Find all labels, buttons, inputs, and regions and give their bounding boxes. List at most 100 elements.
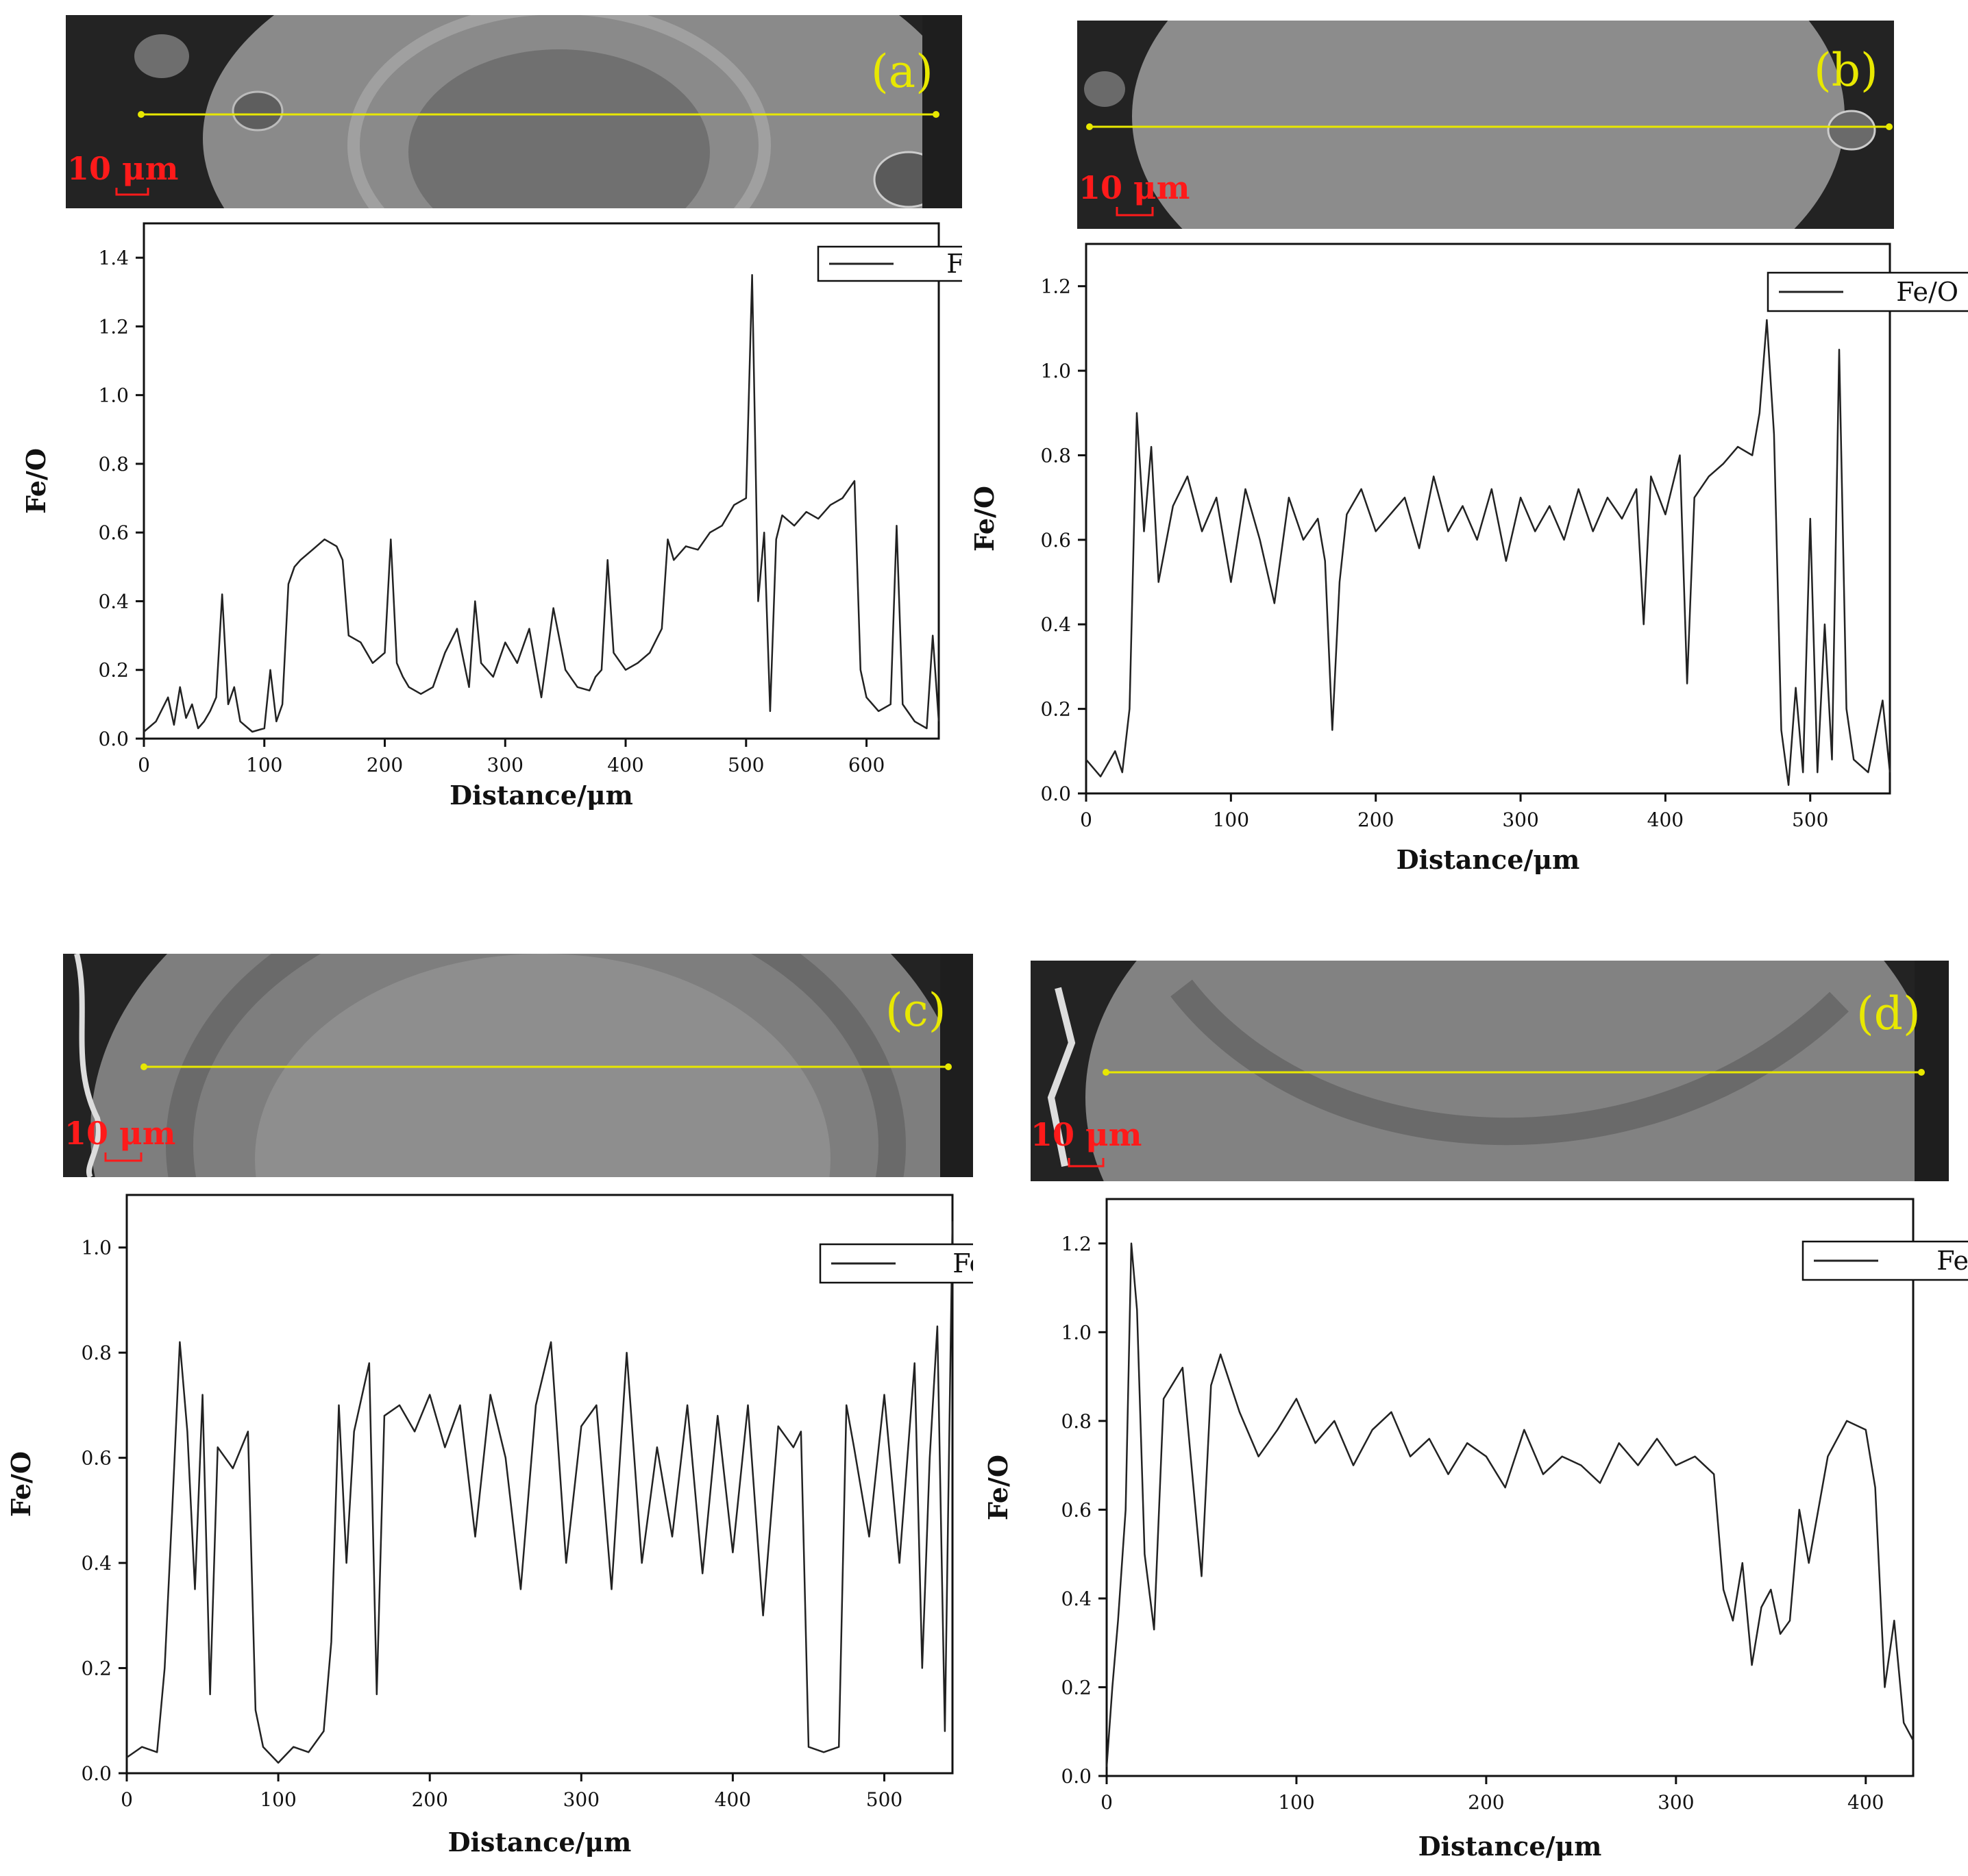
bright-phase — [74, 954, 101, 1177]
y-tick-label: 1.0 — [81, 1237, 112, 1259]
panel-letter-b: (b) — [1814, 44, 1878, 97]
x-tick-label: 0 — [1080, 809, 1092, 831]
x-tick-label: 0 — [1100, 1791, 1113, 1814]
y-axis-label: Fe/O — [5, 1451, 36, 1517]
scan-line-c: 10 μm (c) — [64, 984, 952, 1162]
particle-small — [232, 90, 284, 132]
micrograph-a: 10 μm (a) — [66, 15, 962, 208]
x-tick-label: 200 — [1357, 809, 1394, 831]
legend-label: Fe/O — [1936, 1246, 1968, 1276]
y-tick-label: 0.4 — [81, 1552, 112, 1575]
scale-bar-c — [104, 1152, 143, 1162]
legend-label: Fe/O — [946, 249, 962, 279]
series-line-fe-o — [143, 273, 940, 733]
x-tick-label: 100 — [246, 754, 282, 776]
particle-core — [255, 954, 831, 1177]
x-tick-label: 400 — [607, 754, 643, 776]
resin-edge — [922, 15, 962, 208]
y-tick-label: 1.0 — [1040, 360, 1071, 382]
legend-label: Fe/O — [1896, 277, 1958, 307]
particle-ring — [166, 954, 906, 1177]
y-tick-label: 0.0 — [81, 1762, 112, 1785]
chart-d-svg: 0 100 200 300 400 0.0 0.2 0.4 0.6 0.8 1.0 1.2 Distan… — [983, 1198, 1968, 1862]
particle-band — [1170, 979, 1849, 1146]
y-tick-label: 0.6 — [1040, 529, 1071, 552]
x-tick-label: 300 — [563, 1788, 600, 1811]
y-tick-label: 1.0 — [1061, 1321, 1092, 1344]
y-tick-label: 1.2 — [1040, 275, 1071, 298]
micrograph-d: 10 μm (d) — [1031, 961, 1949, 1181]
plot-frame — [143, 222, 940, 740]
x-tick-label: 100 — [1213, 809, 1249, 831]
y-tick-label: 0.6 — [98, 521, 129, 544]
x-axis-label: Distance/μm — [1418, 1831, 1602, 1862]
plot-frame — [1105, 1198, 1915, 1777]
y-tick-label: 1.0 — [98, 384, 129, 407]
y-axis-label: Fe/O — [973, 486, 1000, 552]
particle-matrix — [1132, 21, 1845, 229]
legend-label: Fe/O — [952, 1248, 973, 1279]
x-tick-label: 400 — [1647, 809, 1684, 831]
scale-bar-b — [1116, 207, 1154, 217]
x-tick-label: 500 — [866, 1788, 902, 1811]
scale-label-c: 10 μm — [64, 1115, 175, 1152]
y-tick-label: 0.2 — [1040, 698, 1071, 721]
series-line-fe-o — [1085, 319, 1891, 786]
y-tick-label: 1.2 — [1061, 1233, 1092, 1255]
particle-core — [408, 49, 710, 208]
x-tick-label: 300 — [1502, 809, 1538, 831]
series-line-fe-o — [126, 1221, 954, 1764]
micrograph-a-drawing — [66, 15, 962, 208]
y-tick-label: 0.2 — [1061, 1676, 1092, 1699]
particle-matrix — [1085, 961, 1935, 1181]
micrograph-c: 10 μm (c) — [63, 954, 973, 1177]
chart-b-svg: 0 100 200 300 400 500 0.0 0.2 0.4 0.6 0.8 1.0 1.2 Dis… — [973, 243, 1968, 875]
x-tick-label: 100 — [1278, 1791, 1314, 1814]
x-tick-label: 300 — [1658, 1791, 1694, 1814]
y-tick-label: 0.0 — [98, 728, 129, 750]
particle-small — [1827, 110, 1876, 151]
y-tick-label: 0.0 — [1040, 782, 1071, 805]
scale-label-b: 10 μm — [1079, 169, 1190, 206]
x-tick-label: 0 — [121, 1788, 133, 1811]
particle-ring — [347, 15, 771, 208]
y-axis-label: Fe/O — [21, 448, 51, 514]
y-tick-label: 1.2 — [98, 315, 129, 338]
x-axis-label: Distance/μm — [448, 1827, 632, 1858]
y-tick-label: 0.8 — [98, 453, 129, 476]
chart-b: 0 100 200 300 400 500 0.0 0.2 0.4 0.6 0.8 1.0 1.2 Dis… — [973, 237, 1968, 881]
chart-c-svg: 0 100 200 300 400 500 0.0 0.2 0.4 0.6 0.8 1.0 Distan… — [5, 1194, 973, 1858]
y-tick-label: 0.8 — [81, 1342, 112, 1364]
x-tick-label: 300 — [487, 754, 524, 776]
y-tick-label: 0.8 — [1061, 1410, 1092, 1433]
plot-frame — [1085, 243, 1891, 795]
micrograph-d-drawing — [1031, 961, 1949, 1181]
particle-small — [1084, 71, 1125, 107]
scan-line-b: 10 μm (b) — [1079, 44, 1893, 217]
x-tick-label: 200 — [367, 754, 403, 776]
x-tick-label: 600 — [848, 754, 885, 776]
scale-label-a: 10 μm — [67, 150, 178, 187]
plot-frame — [125, 1194, 954, 1775]
chart-a: 0 100 200 300 400 500 600 0.0 0.2 0.4 0.6 0.8 1.0 1.2… — [0, 217, 962, 833]
x-axis-label: Distance/μm — [450, 780, 633, 811]
panel-letter-d: (d) — [1856, 987, 1921, 1040]
scale-label-d: 10 μm — [1031, 1116, 1142, 1153]
y-tick-label: 0.4 — [98, 590, 129, 613]
scale-bar-a — [115, 188, 149, 196]
micrograph-c-drawing — [63, 954, 973, 1177]
scale-bar-d — [1068, 1158, 1105, 1168]
micrograph-b-drawing — [1077, 21, 1894, 229]
y-tick-label: 0.2 — [81, 1657, 112, 1680]
chart-c: 0 100 200 300 400 500 0.0 0.2 0.4 0.6 0.8 1.0 Distan… — [0, 1185, 973, 1876]
x-tick-label: 0 — [138, 754, 150, 776]
panel-letter-c: (c) — [885, 984, 946, 1037]
x-tick-label: 200 — [1468, 1791, 1504, 1814]
y-axis-label: Fe/O — [983, 1455, 1013, 1520]
x-tick-label: 100 — [260, 1788, 296, 1811]
y-tick-label: 0.8 — [1040, 444, 1071, 467]
scan-line-d: 10 μm (d) — [1031, 987, 1925, 1168]
x-tick-label: 400 — [1847, 1791, 1884, 1814]
x-tick-label: 500 — [728, 754, 764, 776]
y-tick-label: 0.2 — [98, 659, 129, 682]
